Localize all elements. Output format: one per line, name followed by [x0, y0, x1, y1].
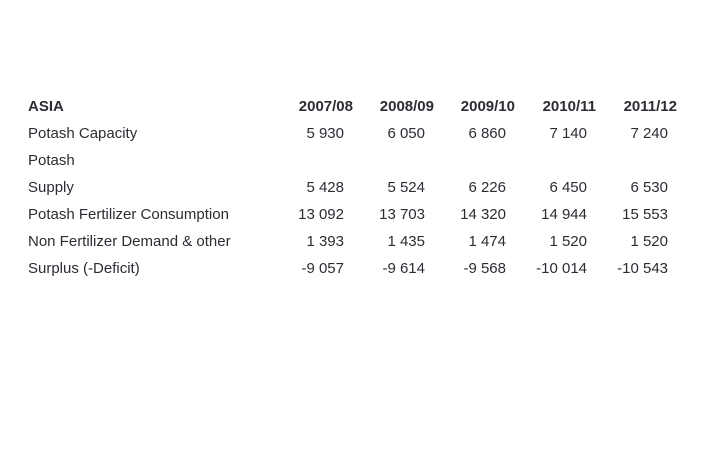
row-label: Non Fertilizer Demand & other — [28, 233, 231, 250]
value-cell — [434, 147, 515, 174]
region-header: ASIA — [28, 98, 64, 115]
value-cell — [596, 147, 677, 174]
year-column-header: 2010/11 — [542, 98, 596, 115]
table-header-row: ASIA 2007/08 2008/09 2009/10 2010/11 201… — [28, 93, 677, 120]
value-cell: 7 240 — [630, 125, 668, 142]
value-cell: 5 428 — [306, 179, 344, 196]
value-cell — [272, 147, 353, 174]
value-cell: 5 524 — [387, 179, 425, 196]
value-cell: 6 530 — [630, 179, 668, 196]
value-cell: 13 703 — [379, 206, 425, 223]
value-cell: 5 930 — [306, 125, 344, 142]
value-cell: 14 320 — [460, 206, 506, 223]
row-label: Potash — [28, 152, 75, 169]
value-cell: 6 450 — [549, 179, 587, 196]
table-row-supply: Supply 5 428 5 524 6 226 6 450 6 530 — [28, 174, 677, 201]
table-row-surplus-deficit: Surplus (-Deficit) -9 057 -9 614 -9 568 … — [28, 255, 677, 282]
value-cell: -9 568 — [463, 260, 506, 277]
value-cell: 6 050 — [387, 125, 425, 142]
value-cell: 1 474 — [468, 233, 506, 250]
value-cell: 15 553 — [622, 206, 668, 223]
year-column-header: 2008/09 — [379, 98, 434, 115]
row-label: Potash Capacity — [28, 125, 138, 142]
year-column-header: 2007/08 — [298, 98, 353, 115]
value-cell: 1 435 — [387, 233, 425, 250]
value-cell: 13 092 — [298, 206, 344, 223]
value-cell: 6 860 — [468, 125, 506, 142]
asia-potash-table: ASIA 2007/08 2008/09 2009/10 2010/11 201… — [28, 93, 677, 282]
value-cell: 7 140 — [549, 125, 587, 142]
value-cell: 1 520 — [549, 233, 587, 250]
table-row-non-fertilizer-demand: Non Fertilizer Demand & other 1 393 1 43… — [28, 228, 677, 255]
value-cell — [515, 147, 596, 174]
row-label: Surplus (-Deficit) — [28, 260, 140, 277]
value-cell: 1 520 — [630, 233, 668, 250]
value-cell: 14 944 — [541, 206, 587, 223]
year-column-header: 2009/10 — [460, 98, 515, 115]
value-cell: -9 614 — [382, 260, 425, 277]
value-cell: 6 226 — [468, 179, 506, 196]
table-row-potash-capacity: Potash Capacity 5 930 6 050 6 860 7 140 … — [28, 120, 677, 147]
table-row-fertilizer-consumption: Potash Fertilizer Consumption 13 092 13 … — [28, 201, 677, 228]
row-label: Supply — [28, 179, 74, 196]
year-column-header: 2011/12 — [623, 98, 677, 115]
value-cell: -9 057 — [301, 260, 344, 277]
row-label: Potash Fertilizer Consumption — [28, 206, 229, 223]
value-cell: -10 543 — [617, 260, 668, 277]
value-cell — [353, 147, 434, 174]
value-cell: 1 393 — [306, 233, 344, 250]
value-cell: -10 014 — [536, 260, 587, 277]
table-row-potash: Potash — [28, 147, 677, 174]
